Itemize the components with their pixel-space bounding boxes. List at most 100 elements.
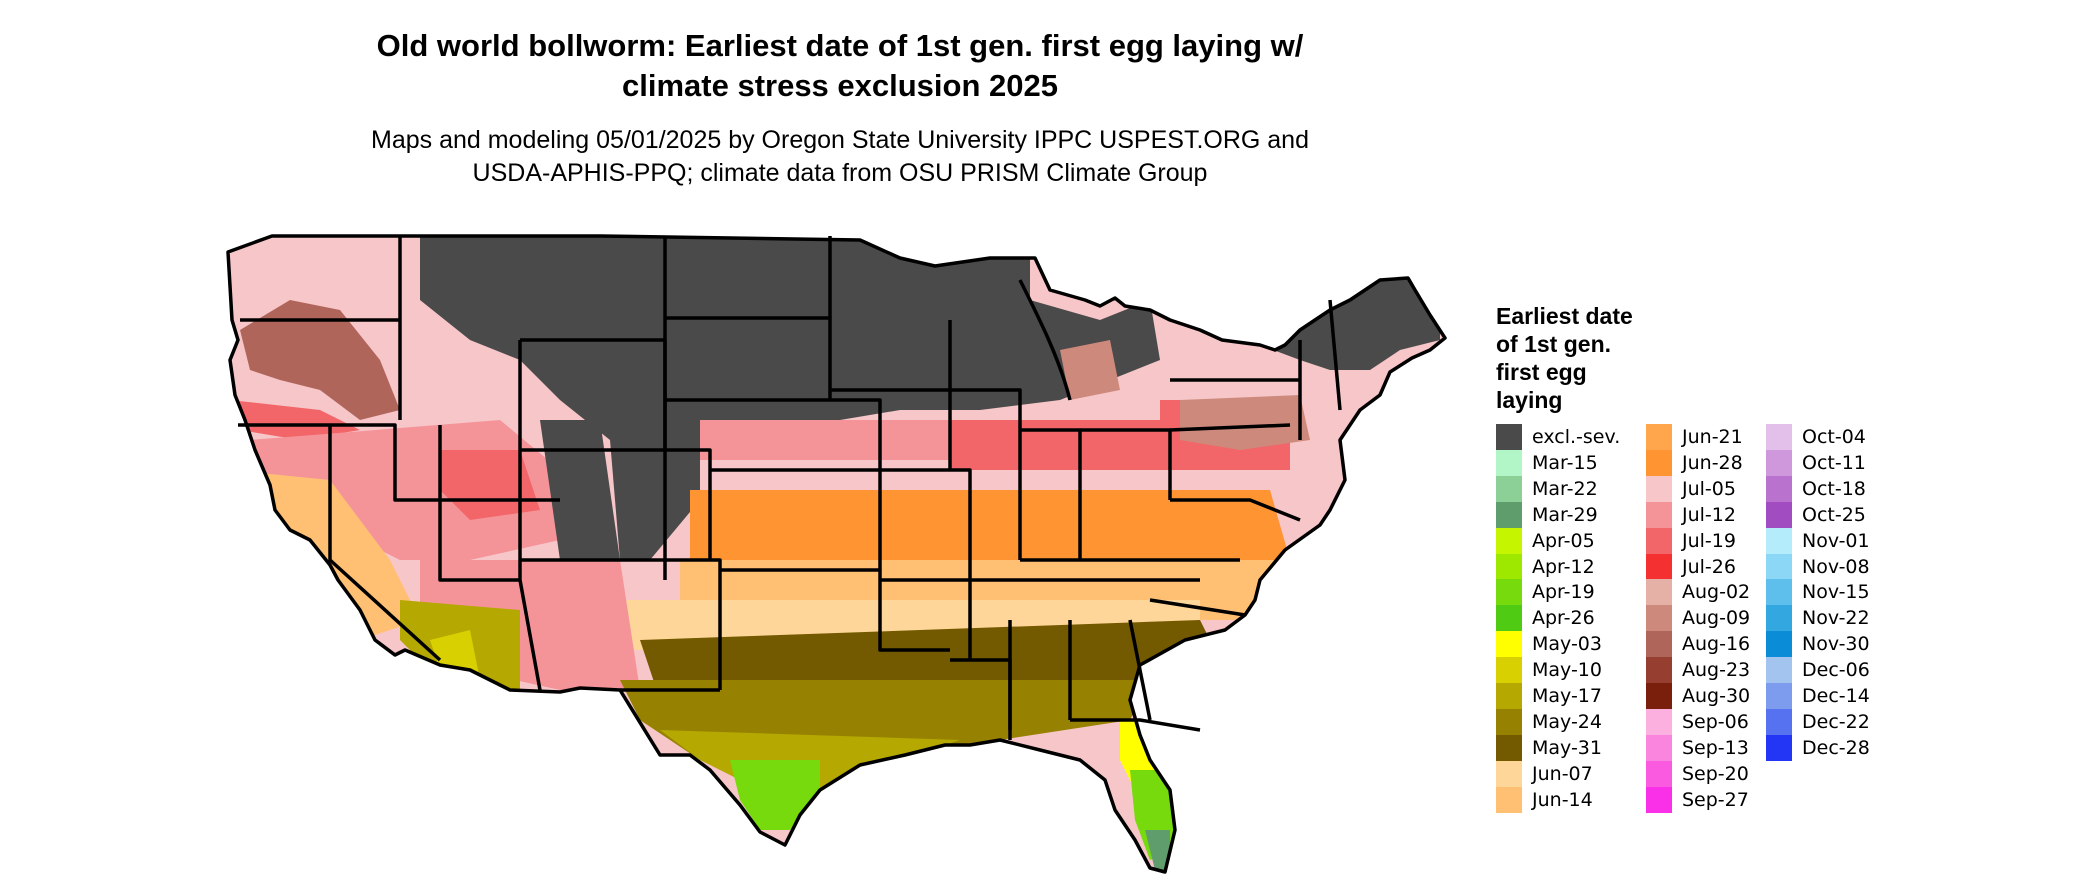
zone-west-red xyxy=(440,450,540,520)
legend-swatch xyxy=(1646,605,1672,632)
legend-swatch xyxy=(1496,527,1522,554)
zone-excluded-north xyxy=(420,236,1160,560)
legend-item: Sep-27 xyxy=(1646,786,1796,813)
legend-label: Apr-19 xyxy=(1532,581,1595,604)
legend-swatch xyxy=(1766,734,1792,761)
legend-label: Oct-11 xyxy=(1802,451,1866,474)
legend-item: Mar-29 xyxy=(1496,501,1646,528)
map-subtitle: Maps and modeling 05/01/2025 by Oregon S… xyxy=(280,124,1400,190)
legend-swatch xyxy=(1496,501,1522,528)
legend-item: Oct-18 xyxy=(1766,475,1916,502)
boundary-pennsylvania-south xyxy=(1169,423,1291,432)
legend-label: Mar-22 xyxy=(1532,477,1598,500)
boundary-colorado xyxy=(520,448,712,560)
legend-item: Apr-26 xyxy=(1496,605,1646,632)
legend-label: Nov-22 xyxy=(1802,607,1870,630)
legend-label: Jul-05 xyxy=(1682,477,1736,500)
zone-central-orange xyxy=(690,490,1290,580)
legend-title-line-1: Earliest date xyxy=(1496,303,1633,329)
legend-label: Oct-18 xyxy=(1802,477,1866,500)
legend-label: Jun-07 xyxy=(1532,762,1593,785)
legend-label: Aug-16 xyxy=(1682,633,1751,656)
legend-item: Nov-15 xyxy=(1766,579,1916,606)
legend-item: Sep-13 xyxy=(1646,734,1796,761)
zone-northwest-brown xyxy=(240,300,400,420)
legend-item: Oct-25 xyxy=(1766,501,1916,528)
legend-swatch xyxy=(1646,631,1672,658)
legend-item: Dec-14 xyxy=(1766,683,1916,709)
legend-item: May-03 xyxy=(1496,631,1646,658)
boundary-nebraska xyxy=(665,398,882,470)
boundary-or-ca-nv xyxy=(238,423,560,502)
legend-label: Jun-21 xyxy=(1682,426,1743,448)
legend-swatch xyxy=(1646,708,1672,735)
legend-swatch xyxy=(1646,449,1672,476)
legend-label: Mar-29 xyxy=(1532,503,1598,526)
legend-swatch xyxy=(1496,424,1522,450)
legend-label: Jul-26 xyxy=(1682,555,1736,578)
zone-northwest-red xyxy=(230,400,360,440)
legend-swatch xyxy=(1646,786,1672,813)
legend-item: excl.-sev. xyxy=(1496,424,1646,450)
zone-texas-green xyxy=(730,760,820,830)
legend-label: May-17 xyxy=(1532,685,1602,707)
legend-item: Jul-12 xyxy=(1646,501,1796,528)
legend-title-line-3: first egg xyxy=(1496,359,1587,385)
legend-item: Jun-28 xyxy=(1646,449,1796,476)
legend-label: Sep-06 xyxy=(1682,710,1749,733)
boundary-illinois xyxy=(950,388,1022,560)
map-title: Old world bollworm: Earliest date of 1st… xyxy=(280,26,1400,106)
legend-item: Oct-11 xyxy=(1766,449,1916,476)
legend-label: Sep-20 xyxy=(1682,762,1749,785)
legend-swatch xyxy=(1496,708,1522,735)
legend-label: Aug-02 xyxy=(1682,581,1751,604)
legend-swatch xyxy=(1766,527,1792,554)
legend-item: Sep-20 xyxy=(1646,760,1796,787)
legend-swatch xyxy=(1496,760,1522,787)
legend-label: Dec-28 xyxy=(1802,736,1870,759)
legend-item: Jun-14 xyxy=(1496,786,1646,813)
legend-item: May-10 xyxy=(1496,657,1646,684)
legend-swatch xyxy=(1766,683,1792,709)
legend-item: Mar-22 xyxy=(1496,475,1646,502)
legend-item: Nov-22 xyxy=(1766,605,1916,632)
legend-label: Apr-05 xyxy=(1532,529,1595,552)
legend-label: Oct-25 xyxy=(1802,503,1866,526)
legend-swatch xyxy=(1496,734,1522,761)
legend-swatch xyxy=(1646,579,1672,606)
legend-label: May-03 xyxy=(1532,633,1602,656)
legend-item: Jul-19 xyxy=(1646,527,1796,554)
legend-item: Aug-02 xyxy=(1646,579,1796,606)
boundary-california-nevada xyxy=(328,425,442,662)
legend-label: Aug-30 xyxy=(1682,685,1751,707)
legend-label: Oct-04 xyxy=(1802,426,1866,448)
title-line-2: climate stress exclusion 2025 xyxy=(622,68,1058,103)
legend-item: Oct-04 xyxy=(1766,424,1916,450)
legend-swatch xyxy=(1646,760,1672,787)
zone-rockies-excluded xyxy=(540,420,620,560)
zone-pennsylvania-brown xyxy=(1180,395,1310,450)
legend-item: Dec-06 xyxy=(1766,657,1916,684)
zone-michigan-brown xyxy=(1060,340,1120,400)
subtitle-line-2: USDA-APHIS-PPQ; climate data from OSU PR… xyxy=(472,159,1208,187)
legend-label: Aug-09 xyxy=(1682,607,1751,630)
legend-swatch xyxy=(1496,475,1522,502)
legend-item: Aug-09 xyxy=(1646,605,1796,632)
legend-swatch xyxy=(1496,553,1522,580)
legend-swatch xyxy=(1646,501,1672,528)
legend-title: Earliest date of 1st gen. first egg layi… xyxy=(1496,302,1696,414)
legend-label: excl.-sev. xyxy=(1532,426,1621,448)
legend-swatch xyxy=(1766,605,1792,632)
legend-title-line-4: laying xyxy=(1496,387,1563,413)
legend-swatch xyxy=(1496,631,1522,658)
boundary-georgia-sc xyxy=(1149,598,1246,617)
legend-item: May-24 xyxy=(1496,708,1646,735)
legend-swatch xyxy=(1646,527,1672,554)
boundary-new-england xyxy=(1328,299,1342,411)
boundary-florida-north xyxy=(1070,718,1201,732)
legend-item: Aug-23 xyxy=(1646,657,1796,684)
legend-label: Aug-23 xyxy=(1682,659,1751,682)
boundary-lake-michigan xyxy=(1018,279,1072,401)
legend-label: Dec-06 xyxy=(1802,659,1870,682)
